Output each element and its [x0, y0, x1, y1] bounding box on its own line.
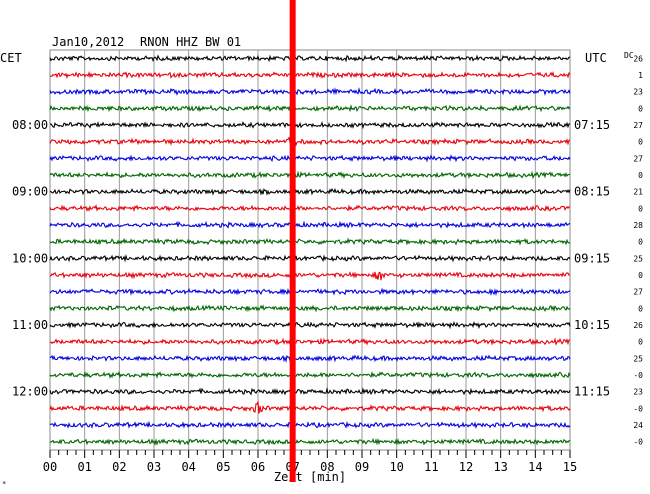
trace-row — [49, 370, 571, 379]
trace-row — [49, 354, 571, 363]
trace-row — [49, 437, 571, 446]
cet-time-label: 10:00 — [12, 251, 48, 265]
x-tick-label: 13 — [493, 460, 507, 474]
dc-offset-value: 28 — [633, 221, 643, 230]
dc-offset-value: 24 — [633, 421, 643, 430]
trace-row — [49, 237, 571, 246]
x-tick-label: 14 — [528, 460, 542, 474]
trace-rows — [49, 54, 571, 446]
trace-row — [49, 204, 570, 213]
trace-row — [49, 136, 571, 147]
trace-row — [49, 187, 571, 196]
utc-time-label: 08:15 — [574, 185, 610, 199]
dc-offset-value: 27 — [633, 121, 643, 130]
x-tick-label: 09 — [355, 460, 369, 474]
trace-row — [49, 54, 571, 63]
trace-row — [49, 120, 571, 130]
trace-row — [49, 420, 571, 430]
x-axis-ticks: 00010203040506070809101112131415 — [43, 450, 577, 474]
dc-offset-value: 0 — [638, 204, 643, 213]
trace-row — [49, 304, 571, 313]
trace-row — [49, 400, 571, 414]
dc-offset-value: 25 — [633, 254, 643, 263]
x-tick-label: 06 — [251, 460, 265, 474]
dc-offset-value: 27 — [633, 288, 643, 297]
chart-date: Jan10,2012 — [52, 35, 124, 49]
dc-offset-value: 21 — [633, 188, 643, 197]
trace-row — [49, 170, 571, 180]
row-labels: 08:00 09:00 10:00 11:00 12:00 07:15 08:15 09:15… — [12, 54, 643, 446]
cet-time-label: 12:00 — [12, 385, 48, 399]
trace-row — [49, 154, 571, 163]
dc-offset-value: 26 — [633, 321, 643, 330]
trace-row — [49, 337, 571, 346]
x-tick-label: 03 — [147, 460, 161, 474]
dc-offset-value: 23 — [633, 388, 643, 397]
utc-time-label: 10:15 — [574, 318, 610, 332]
dc-offset-value: 25 — [633, 354, 643, 363]
dc-offset-value: 1 — [638, 71, 643, 80]
dc-offset-value: -0 — [633, 438, 643, 447]
dc-offset-value: 0 — [638, 238, 643, 247]
trace-row — [49, 271, 571, 281]
dc-offset-value: 23 — [633, 88, 643, 97]
current-time-marker-bar — [289, 0, 296, 482]
dc-offset-value: 0 — [638, 271, 643, 280]
dc-offset-value: 0 — [638, 171, 643, 180]
utc-time-label: 11:15 — [574, 385, 610, 399]
dc-offset-value: 26 — [633, 54, 643, 63]
x-tick-label: 04 — [181, 460, 195, 474]
dc-offset-value: 0 — [638, 104, 643, 113]
cet-time-label: 08:00 — [12, 118, 48, 132]
x-tick-label: 08 — [320, 460, 334, 474]
trace-row — [49, 287, 571, 297]
x-tick-label: 00 — [43, 460, 57, 474]
dc-offset-value: -0 — [633, 371, 643, 380]
dc-column-header: DC — [624, 51, 634, 60]
left-timezone-label: CET — [0, 51, 22, 65]
cet-time-label: 11:00 — [12, 318, 48, 332]
trace-row — [49, 103, 571, 113]
utc-time-label: 07:15 — [574, 118, 610, 132]
trace-row — [49, 70, 571, 80]
corner-glyph: * — [2, 480, 6, 488]
station-code: RNON HHZ BW 01 — [140, 35, 241, 49]
current-time-marker — [289, 0, 296, 482]
x-tick-label: 12 — [459, 460, 473, 474]
trace-row — [49, 320, 571, 330]
x-tick-label: 11 — [424, 460, 438, 474]
dc-offset-value: 27 — [633, 154, 643, 163]
right-timezone-label: UTC — [585, 51, 607, 65]
trace-row — [49, 387, 571, 396]
x-tick-label: 02 — [112, 460, 126, 474]
trace-row — [49, 87, 571, 96]
x-tick-label: 10 — [389, 460, 403, 474]
trace-row — [49, 254, 571, 263]
cet-time-label: 09:00 — [12, 185, 48, 199]
chart-grid — [49, 49, 571, 451]
dc-offset-value: 0 — [638, 138, 643, 147]
trace-row — [49, 220, 571, 229]
dc-offset-value: -0 — [633, 404, 643, 413]
x-tick-label: 01 — [77, 460, 91, 474]
utc-time-label: 09:15 — [574, 251, 610, 265]
dc-offset-value: 0 — [638, 338, 643, 347]
dc-offset-value: 0 — [638, 304, 643, 313]
x-tick-label: 05 — [216, 460, 230, 474]
x-tick-label: 15 — [563, 460, 577, 474]
